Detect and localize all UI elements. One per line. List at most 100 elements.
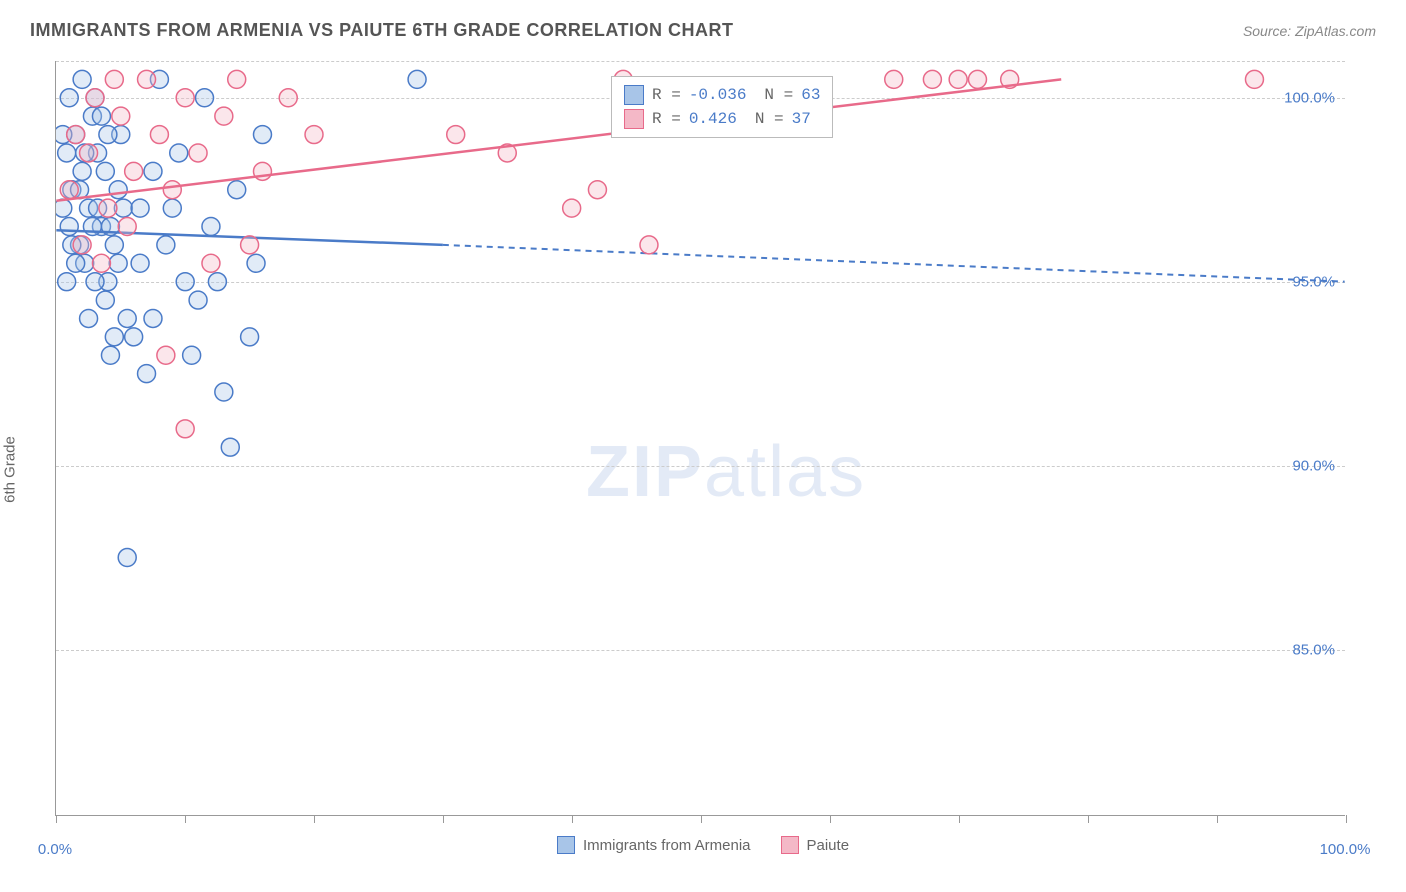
scatter-point-armenia: [99, 126, 117, 144]
scatter-point-armenia: [183, 346, 201, 364]
scatter-point-armenia: [118, 549, 136, 567]
legend-swatch-armenia: [624, 85, 644, 105]
y-tick-label: 100.0%: [1284, 89, 1335, 106]
x-tick: [572, 815, 573, 823]
x-tick: [314, 815, 315, 823]
scatter-point-armenia: [131, 199, 149, 217]
gridline: [56, 61, 1345, 62]
legend-swatch-paiute: [781, 836, 799, 854]
scatter-point-armenia: [131, 254, 149, 272]
scatter-point-armenia: [150, 70, 168, 88]
scatter-point-paiute: [228, 70, 246, 88]
scatter-point-armenia: [96, 291, 114, 309]
scatter-point-armenia: [202, 218, 220, 236]
scatter-point-paiute: [150, 126, 168, 144]
scatter-point-armenia: [114, 199, 132, 217]
x-tick: [1346, 815, 1347, 823]
scatter-point-armenia: [163, 199, 181, 217]
legend-item-paiute: Paiute: [781, 836, 850, 854]
scatter-point-paiute: [498, 144, 516, 162]
scatter-point-armenia: [76, 254, 94, 272]
source-attribution: Source: ZipAtlas.com: [1243, 23, 1376, 39]
scatter-point-armenia: [228, 181, 246, 199]
legend-n-label: N =: [755, 107, 784, 131]
scatter-point-paiute: [640, 236, 658, 254]
scatter-point-armenia: [63, 236, 81, 254]
scatter-point-armenia: [101, 346, 119, 364]
scatter-point-armenia: [76, 144, 94, 162]
scatter-point-armenia: [118, 309, 136, 327]
x-tick-label: 100.0%: [1320, 841, 1371, 858]
scatter-point-paiute: [241, 236, 259, 254]
scatter-point-armenia: [83, 218, 101, 236]
y-axis-label: 6th Grade: [2, 436, 19, 503]
scatter-point-armenia: [80, 309, 98, 327]
scatter-point-paiute: [885, 70, 903, 88]
scatter-point-paiute: [60, 181, 78, 199]
regression-line-dashed-armenia: [443, 245, 1345, 282]
scatter-point-armenia: [221, 438, 239, 456]
scatter-point-armenia: [105, 236, 123, 254]
scatter-point-armenia: [112, 126, 130, 144]
scatter-point-paiute: [112, 107, 130, 125]
gridline: [56, 650, 1345, 651]
legend-item-armenia: Immigrants from Armenia: [557, 836, 751, 854]
legend-swatch-paiute: [624, 109, 644, 129]
x-tick: [56, 815, 57, 823]
scatter-point-paiute: [105, 70, 123, 88]
x-tick: [185, 815, 186, 823]
source-label: Source:: [1243, 23, 1291, 39]
scatter-point-armenia: [89, 199, 107, 217]
scatter-point-paiute: [80, 144, 98, 162]
y-tick-label: 95.0%: [1292, 273, 1335, 290]
scatter-point-paiute: [305, 126, 323, 144]
scatter-point-paiute: [563, 199, 581, 217]
scatter-point-armenia: [89, 144, 107, 162]
scatter-point-armenia: [408, 70, 426, 88]
scatter-point-armenia: [71, 181, 89, 199]
legend-r-value-paiute: 0.426: [689, 107, 737, 131]
watermark-bold: ZIP: [586, 432, 704, 512]
scatter-point-paiute: [125, 162, 143, 180]
chart-container: 6th Grade ZIPatlas R =-0.036N =63R = 0.4…: [0, 51, 1406, 871]
legend-n-label: N =: [764, 83, 793, 107]
scatter-point-armenia: [58, 144, 76, 162]
scatter-point-armenia: [253, 126, 271, 144]
scatter-point-armenia: [144, 309, 162, 327]
scatter-point-paiute: [1001, 70, 1019, 88]
legend-n-value-paiute: 37: [792, 107, 811, 131]
scatter-point-paiute: [92, 254, 110, 272]
scatter-point-paiute: [588, 181, 606, 199]
scatter-point-paiute: [949, 70, 967, 88]
regression-line-armenia: [56, 230, 442, 245]
correlation-legend-row-paiute: R = 0.426N =37: [624, 107, 820, 131]
scatter-point-paiute: [118, 218, 136, 236]
scatter-point-armenia: [92, 218, 110, 236]
scatter-point-armenia: [80, 199, 98, 217]
legend-swatch-armenia: [557, 836, 575, 854]
scatter-point-armenia: [138, 365, 156, 383]
y-tick-label: 85.0%: [1292, 642, 1335, 659]
scatter-point-armenia: [67, 254, 85, 272]
x-tick: [443, 815, 444, 823]
scatter-point-paiute: [176, 420, 194, 438]
x-tick-label: 0.0%: [38, 841, 72, 858]
watermark: ZIPatlas: [586, 431, 866, 513]
scatter-point-armenia: [105, 328, 123, 346]
scatter-point-paiute: [202, 254, 220, 272]
x-tick: [701, 815, 702, 823]
plot-area: ZIPatlas R =-0.036N =63R = 0.426N =37 85…: [55, 61, 1345, 816]
scatter-point-armenia: [71, 236, 89, 254]
scatter-point-armenia: [189, 291, 207, 309]
scatter-point-armenia: [170, 144, 188, 162]
legend-label-armenia: Immigrants from Armenia: [583, 837, 751, 854]
x-tick: [1088, 815, 1089, 823]
scatter-point-armenia: [157, 236, 175, 254]
scatter-point-armenia: [109, 181, 127, 199]
chart-title: IMMIGRANTS FROM ARMENIA VS PAIUTE 6TH GR…: [30, 20, 734, 41]
scatter-point-paiute: [157, 346, 175, 364]
scatter-point-armenia: [247, 254, 265, 272]
scatter-point-paiute: [163, 181, 181, 199]
legend-n-value-armenia: 63: [801, 83, 820, 107]
legend-r-label: R =: [652, 83, 681, 107]
